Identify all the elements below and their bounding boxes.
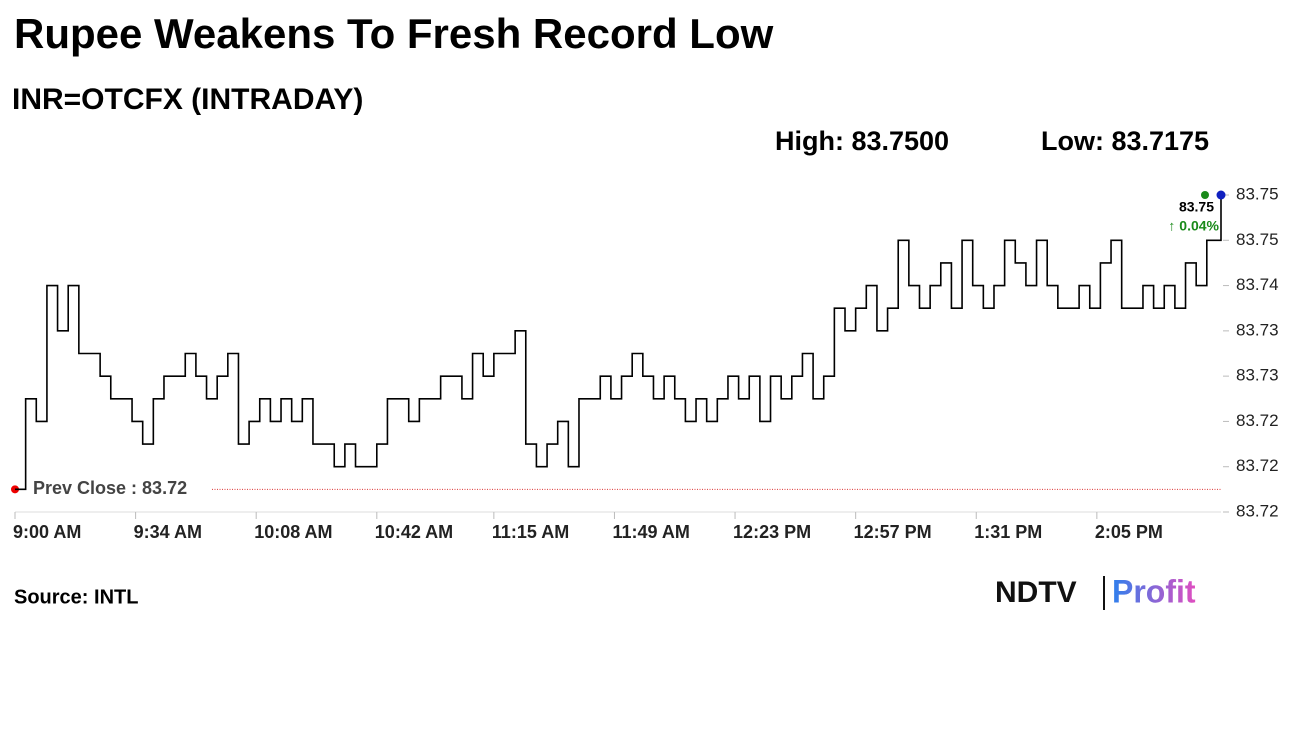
x-tick-label: 10:42 AM (375, 522, 453, 542)
y-tick-label: 83.73 (1236, 320, 1279, 339)
logo-profit: Profit (1112, 573, 1196, 609)
x-tick-label: 9:34 AM (134, 522, 202, 542)
low-label: Low: 83.7175 (1041, 126, 1209, 156)
x-tick-label: 2:05 PM (1095, 522, 1163, 542)
source: Source: INTL (14, 586, 138, 608)
price-line (15, 195, 1222, 491)
y-tick-label: 83.75 (1236, 184, 1279, 203)
y-tick-label: 83.73 (1236, 366, 1279, 385)
x-tick-label: 11:15 AM (492, 522, 569, 542)
last-dot (1216, 190, 1226, 200)
x-tick-label: 9:00 AM (13, 522, 81, 542)
x-tick-label: 12:57 PM (854, 522, 932, 542)
y-tick-label: 83.72 (1236, 501, 1279, 520)
x-tick-label: 1:31 PM (974, 522, 1042, 542)
y-tick-label: 83.72 (1236, 411, 1279, 430)
x-tick-label: 10:08 AM (254, 522, 332, 542)
chart-title: Rupee Weakens To Fresh Record Low (14, 10, 774, 57)
last-value-label: 83.75 (1179, 199, 1214, 215)
y-tick-label: 83.74 (1236, 275, 1279, 294)
prev-close-label: Prev Close : 83.72 (33, 478, 187, 498)
chart-subtitle: INR=OTCFX (INTRADAY) (12, 83, 363, 116)
change-label: ↑ 0.04% (1168, 218, 1219, 234)
high-dot (1201, 191, 1209, 199)
y-tick-label: 83.75 (1236, 230, 1279, 249)
x-tick-label: 12:23 PM (733, 522, 811, 542)
y-tick-label: 83.72 (1236, 456, 1279, 475)
logo-ndtv: NDTV (995, 576, 1077, 609)
high-label: High: 83.7500 (775, 126, 949, 156)
x-tick-label: 11:49 AM (612, 522, 689, 542)
